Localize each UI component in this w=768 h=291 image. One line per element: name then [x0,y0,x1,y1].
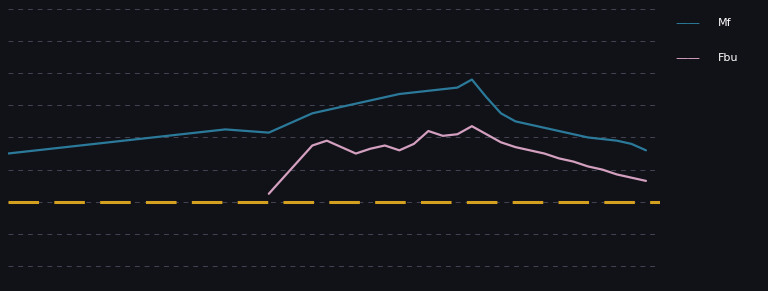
Text: Fbu: Fbu [718,53,739,63]
Text: ——: —— [676,52,701,65]
Text: Mf: Mf [718,18,732,28]
Text: ——: —— [676,17,701,30]
